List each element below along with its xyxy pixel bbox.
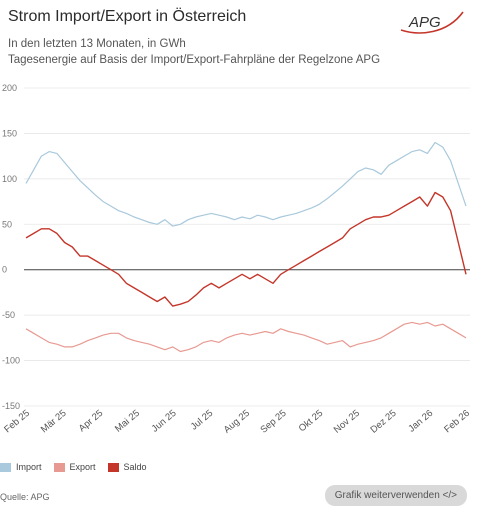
x-tick-label: Dez 25 <box>368 408 398 436</box>
series-line-saldo <box>25 191 467 307</box>
source-note: Quelle: APG <box>0 492 50 502</box>
y-tick-label: 200 <box>2 83 17 93</box>
series-line-export <box>25 321 467 353</box>
y-tick-label: -150 <box>2 401 20 411</box>
legend-label-saldo: Saldo <box>123 462 147 472</box>
logo-text: APG <box>408 14 441 31</box>
logo-swoosh <box>400 11 464 34</box>
y-tick-label: 100 <box>2 174 17 184</box>
legend-swatch-export <box>53 462 65 472</box>
x-tick-label: Feb 26 <box>442 408 472 435</box>
chart-grid: 200 150 100 50 0 -50 -100 -150 <box>2 83 470 411</box>
y-tick-label: 0 <box>2 265 7 275</box>
y-tick-label: 50 <box>2 219 12 229</box>
apg-logo: APG <box>400 11 464 34</box>
x-tick-label: Okt 25 <box>297 408 326 434</box>
x-tick-label: Jul 25 <box>189 408 215 433</box>
chart-subtitle-description: Tagesenergie auf Basis der Import/Export… <box>8 54 381 66</box>
legend-swatch-import <box>0 462 11 472</box>
legend-item-import: Import <box>0 462 42 472</box>
legend-label-export: Export <box>69 462 96 472</box>
x-tick-label: Feb 25 <box>2 408 32 435</box>
chart-lines <box>25 141 467 353</box>
x-tick-label: Nov 25 <box>332 408 362 436</box>
x-tick-label: Mai 25 <box>113 408 142 435</box>
reuse-graphic-button[interactable]: Grafik weiterverwenden </> <box>324 485 467 506</box>
series-line-import <box>25 141 467 227</box>
y-tick-label: -100 <box>2 356 20 366</box>
chart-subtitle-unit: In den letzten 13 Monaten, in GWh <box>8 38 186 50</box>
legend-swatch-saldo <box>107 462 119 472</box>
legend-item-export: Export <box>53 462 96 472</box>
x-tick-label: Sep 25 <box>258 408 288 436</box>
x-tick-label: Jun 25 <box>150 408 179 435</box>
line-chart: 200 150 100 50 0 -50 -100 -150 Feb 25 Mär 25 Apr … <box>2 83 472 436</box>
y-tick-label: 150 <box>2 128 17 138</box>
x-axis-ticks: Feb 25 Mär 25 Apr 25 Mai 25 Jun 25 Jul 25 Aug … <box>2 408 472 436</box>
x-tick-label: Aug 25 <box>222 408 252 436</box>
y-tick-label: -50 <box>2 310 15 320</box>
chart-legend: Import Export Saldo <box>0 462 159 472</box>
chart-title: Strom Import/Export in Österreich <box>8 8 247 25</box>
legend-item-saldo: Saldo <box>107 462 147 472</box>
x-tick-label: Jan 26 <box>406 408 435 435</box>
x-tick-label: Mär 25 <box>39 408 69 435</box>
legend-label-import: Import <box>16 462 42 472</box>
x-tick-label: Apr 25 <box>77 408 106 434</box>
